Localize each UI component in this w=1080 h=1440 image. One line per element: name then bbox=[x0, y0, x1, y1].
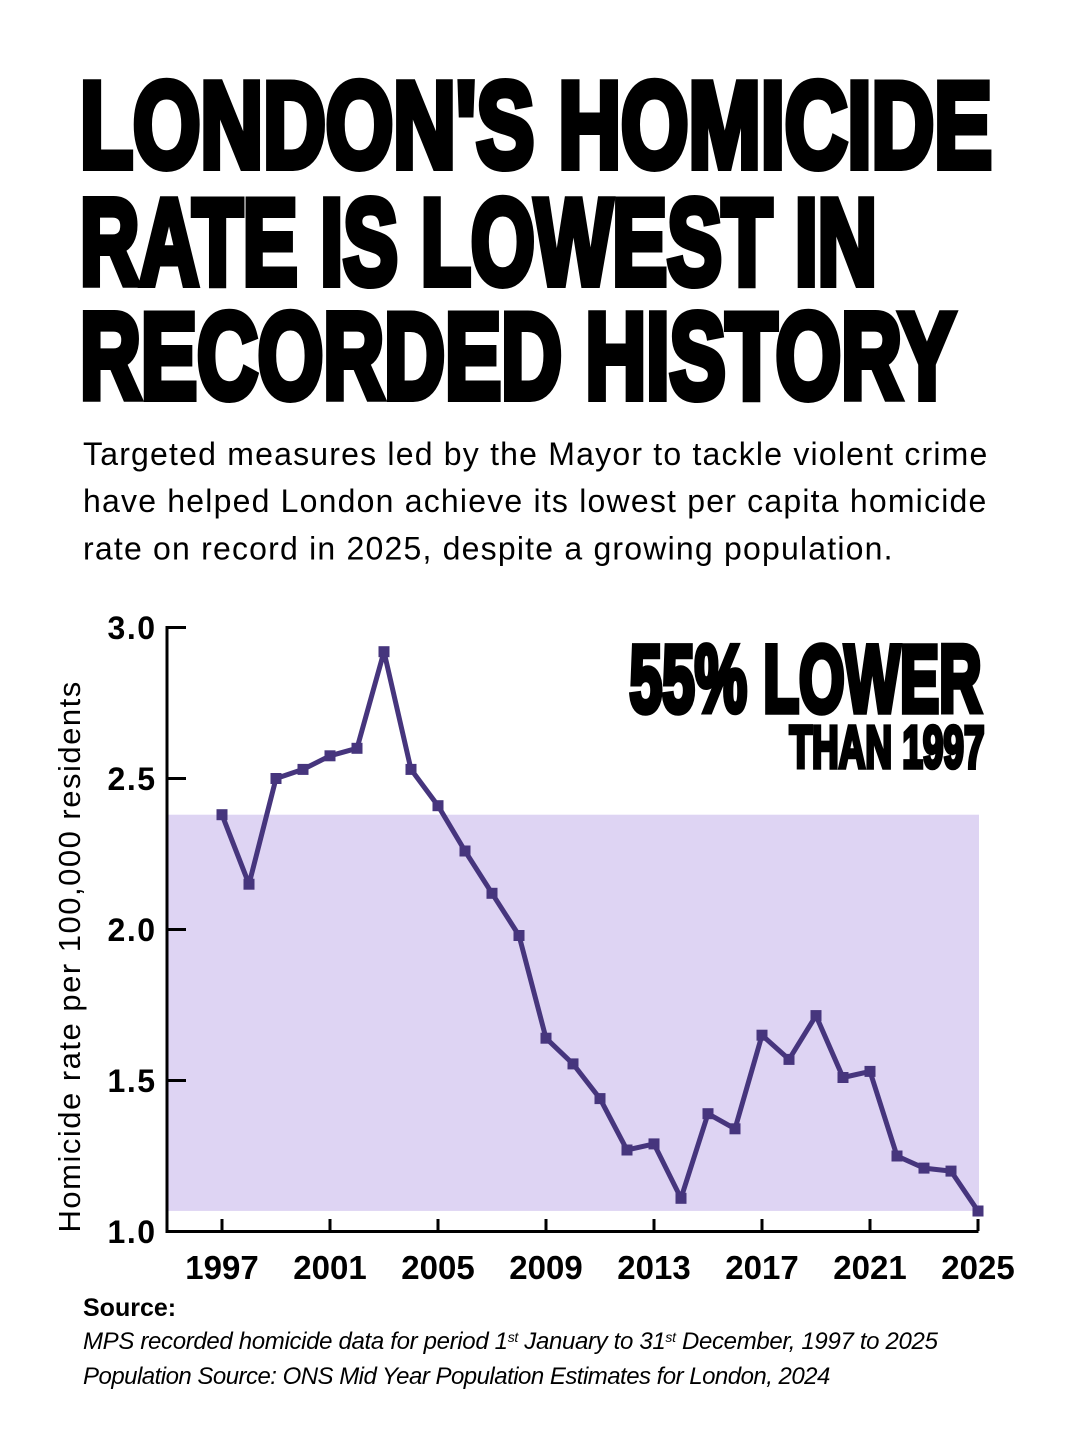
svg-text:Targeted measures led by the M: Targeted measures led by the Mayor to ta… bbox=[83, 436, 989, 472]
svg-text:1.5: 1.5 bbox=[108, 1063, 157, 1099]
svg-text:55% LOWER: 55% LOWER bbox=[630, 627, 982, 733]
svg-text:2013: 2013 bbox=[617, 1249, 690, 1286]
svg-text:Homicide rate per 100,000 resi: Homicide rate per 100,000 residents bbox=[52, 680, 87, 1232]
svg-text:3.0: 3.0 bbox=[108, 610, 157, 646]
svg-text:rate on record in 2025, despit: rate on record in 2025, despite a growin… bbox=[83, 531, 894, 567]
svg-text:RECORDED HISTORY: RECORDED HISTORY bbox=[80, 288, 955, 424]
svg-text:1.0: 1.0 bbox=[108, 1214, 157, 1250]
svg-text:2.0: 2.0 bbox=[108, 912, 157, 948]
svg-text:Population Source: ONS Mid Yea: Population Source: ONS Mid Year Populati… bbox=[83, 1363, 830, 1390]
svg-text:2021: 2021 bbox=[833, 1249, 906, 1286]
svg-text:RATE IS LOWEST IN: RATE IS LOWEST IN bbox=[80, 174, 877, 310]
svg-text:THAN 1997: THAN 1997 bbox=[790, 714, 985, 781]
svg-text:2009: 2009 bbox=[509, 1249, 582, 1286]
svg-text:2025: 2025 bbox=[941, 1249, 1014, 1286]
svg-text:2005: 2005 bbox=[401, 1249, 474, 1286]
svg-text:LONDON'S HOMICIDE: LONDON'S HOMICIDE bbox=[80, 57, 992, 193]
svg-text:2017: 2017 bbox=[725, 1249, 798, 1286]
svg-text:2001: 2001 bbox=[293, 1249, 366, 1286]
svg-text:2.5: 2.5 bbox=[108, 761, 157, 797]
svg-text:1997: 1997 bbox=[185, 1249, 258, 1286]
svg-text:Source:: Source: bbox=[83, 1294, 176, 1322]
svg-text:have helped London achieve its: have helped London achieve its lowest pe… bbox=[83, 483, 988, 519]
